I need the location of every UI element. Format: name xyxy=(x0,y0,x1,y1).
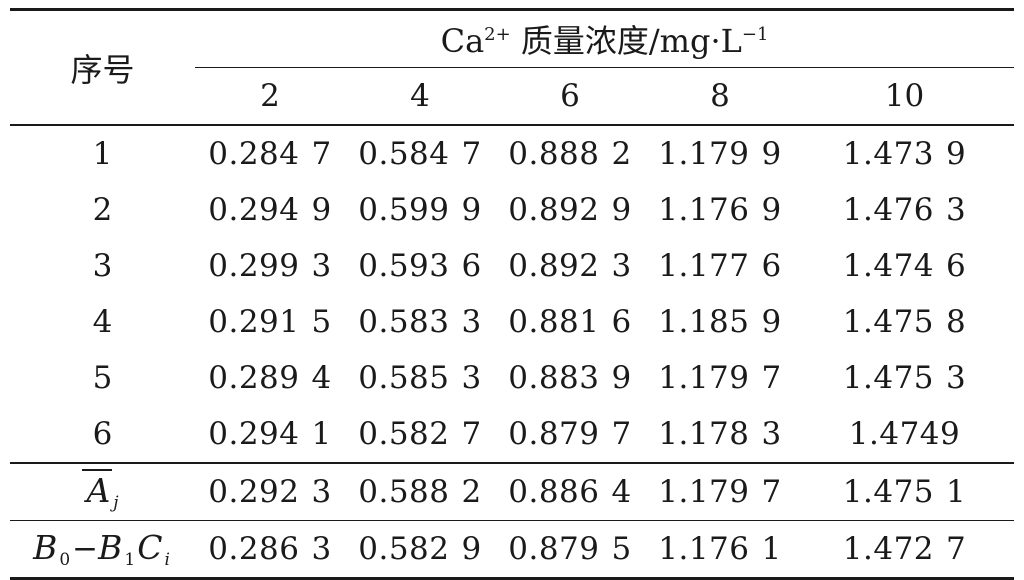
row-number-header-label: 序号 xyxy=(70,50,135,89)
concentration-header: 4 xyxy=(345,67,495,126)
fit-c: C xyxy=(137,528,163,567)
value-cell: 1.177 6 xyxy=(658,248,782,284)
value-cell: 0.284 7 xyxy=(208,136,332,172)
value-cell: 0.299 3 xyxy=(208,248,332,284)
row-number: 3 xyxy=(92,248,113,284)
fit-minus: − xyxy=(72,531,99,567)
concentration-header: 10 xyxy=(795,67,1015,126)
value-cell: 1.4749 xyxy=(848,416,961,452)
concentration-value: 6 xyxy=(560,78,580,114)
fit-c-sub: i xyxy=(164,550,170,570)
fit-cell: 0.582 9 xyxy=(345,520,495,580)
data-table-container: 序号 Ca2+ 质量浓度/mg·L−1 2 4 6 8 10 1 0.284 7 0.… xyxy=(10,8,1015,580)
row-number-cell: 4 xyxy=(10,294,195,350)
concentration-value: 10 xyxy=(884,78,925,114)
value-cell: 1.474 6 xyxy=(842,248,967,284)
row-number-cell: 2 xyxy=(10,182,195,238)
fit-cell: 0.879 5 xyxy=(495,520,645,580)
table-row: 6 0.294 1 0.582 7 0.879 7 1.178 3 1.4749 xyxy=(10,406,1014,463)
value-cell: 0.593 6 xyxy=(358,248,482,284)
mean-symbol: A xyxy=(82,469,113,510)
row-number: 4 xyxy=(92,304,113,340)
row-number: 6 xyxy=(92,416,113,452)
concentration-header: 6 xyxy=(495,67,645,126)
value-cell: 1.179 7 xyxy=(658,360,782,396)
table-row: 3 0.299 3 0.593 6 0.892 3 1.177 6 1.474 6 xyxy=(10,238,1014,294)
concentration-header: 2 xyxy=(195,67,345,126)
value-cell: 0.584 7 xyxy=(358,136,482,172)
fit-b0-sub: 0 xyxy=(59,550,71,570)
group-header-sup: 2+ xyxy=(484,24,511,45)
fit-b0: B xyxy=(33,528,58,567)
mean-cell: 0.886 4 xyxy=(495,462,645,521)
value-cell: 0.879 7 xyxy=(508,416,632,452)
value-cell: 0.294 1 xyxy=(208,416,332,452)
value-cell: 0.883 9 xyxy=(508,360,632,396)
concentration-header: 8 xyxy=(645,67,795,126)
value-cell: 0.888 2 xyxy=(508,136,632,172)
fit-b1-sub: 1 xyxy=(124,550,136,570)
row-number-cell: 1 xyxy=(10,125,195,182)
fit-b1: B xyxy=(98,528,123,567)
group-header-prefix: Ca xyxy=(440,22,485,60)
table-row: 2 0.294 9 0.599 9 0.892 9 1.176 9 1.476 3 xyxy=(10,182,1014,238)
mean-cell: 1.475 1 xyxy=(795,462,1015,521)
value-cell: 0.599 9 xyxy=(358,192,482,228)
concentration-value: 2 xyxy=(260,78,280,114)
concentration-group-header: Ca2+ 质量浓度/mg·L−1 xyxy=(195,8,1015,68)
row-number-cell: 5 xyxy=(10,350,195,406)
value-cell: 0.585 3 xyxy=(358,360,482,396)
group-header-suffix: 质量浓度/mg·L xyxy=(520,22,742,60)
value-cell: 1.179 9 xyxy=(658,136,782,172)
fit-cell: 1.472 7 xyxy=(795,520,1015,580)
value-cell: 1.473 9 xyxy=(842,136,967,172)
table-row: 1 0.284 7 0.584 7 0.888 2 1.179 9 1.473 9 xyxy=(10,125,1014,182)
table-row: 5 0.289 4 0.585 3 0.883 9 1.179 7 1.475 3 xyxy=(10,350,1014,406)
value-cell: 1.178 3 xyxy=(658,416,782,452)
value-cell: 1.185 9 xyxy=(658,304,782,340)
value-cell: 0.582 7 xyxy=(358,416,482,452)
fit-cell: 1.176 1 xyxy=(645,520,795,580)
mean-cell: 0.292 3 xyxy=(195,462,345,521)
group-header-unit-sup: −1 xyxy=(741,24,769,45)
row-number-cell: 6 xyxy=(10,406,195,463)
value-cell: 1.176 9 xyxy=(658,192,782,228)
value-cell: 0.881 6 xyxy=(508,304,632,340)
concentration-value: 8 xyxy=(710,78,730,114)
table-row: 4 0.291 5 0.583 3 0.881 6 1.185 9 1.475 8 xyxy=(10,294,1014,350)
fit-row: B 0−B 1C i 0.286 3 0.582 9 0.879 5 1.176 1 1.47… xyxy=(10,520,1015,580)
mean-cell: 1.179 7 xyxy=(645,462,795,521)
value-cell: 0.294 9 xyxy=(208,192,332,228)
value-cell: 1.475 8 xyxy=(842,304,967,340)
value-cell: 0.892 9 xyxy=(508,192,632,228)
fit-cell: 0.286 3 xyxy=(195,520,345,580)
value-cell: 0.583 3 xyxy=(358,304,482,340)
value-cell: 1.475 3 xyxy=(842,360,967,396)
concentration-value: 4 xyxy=(410,78,430,114)
mean-subscript: j xyxy=(113,493,119,513)
row-number: 2 xyxy=(92,192,113,228)
row-number: 1 xyxy=(92,136,113,172)
value-cell: 1.476 3 xyxy=(842,192,967,228)
calcium-concentration-table: 序号 Ca2+ 质量浓度/mg·L−1 2 4 6 8 10 1 0.284 7 0.… xyxy=(10,8,1015,580)
row-number-cell: 3 xyxy=(10,238,195,294)
value-cell: 0.291 5 xyxy=(208,304,332,340)
value-cell: 0.289 4 xyxy=(208,360,332,396)
row-number-header: 序号 xyxy=(10,8,195,126)
table-body: 1 0.284 7 0.584 7 0.888 2 1.179 9 1.473 9 2 0.294 9 0.… xyxy=(10,125,1014,463)
value-cell: 0.892 3 xyxy=(508,248,632,284)
mean-cell: 0.588 2 xyxy=(345,462,495,521)
row-number: 5 xyxy=(92,360,113,396)
fit-row-label: B 0−B 1C i xyxy=(10,520,195,580)
